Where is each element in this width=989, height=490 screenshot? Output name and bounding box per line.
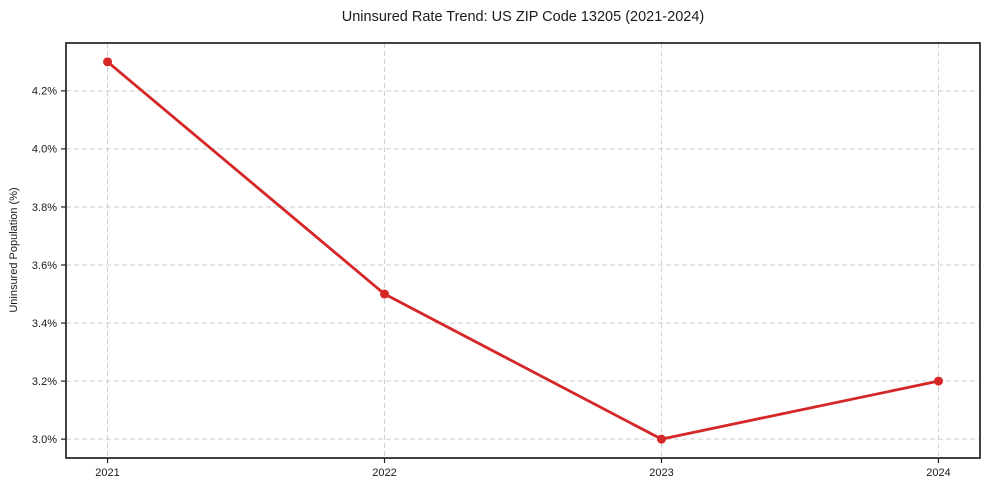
x-tick-label: 2021 <box>95 467 119 479</box>
trend-line <box>106 60 940 441</box>
y-tick-label: 3.2% <box>32 376 57 388</box>
plot-frame <box>65 42 981 459</box>
x-tick-label: 2023 <box>649 467 673 479</box>
chart-title: Uninsured Rate Trend: US ZIP Code 13205 … <box>341 9 705 25</box>
data-point <box>103 57 113 67</box>
y-tick-label: 4.0% <box>32 144 57 156</box>
y-tick-label: 3.8% <box>32 202 57 214</box>
x-tick-label: 2022 <box>372 467 396 479</box>
data-point <box>656 434 666 444</box>
data-point <box>933 376 943 386</box>
y-tick-label: 3.0% <box>32 434 57 446</box>
x-tick-label: 2024 <box>926 467 950 479</box>
y-tick-label: 4.2% <box>32 86 57 98</box>
data-point <box>380 289 390 299</box>
y-tick-label: 3.6% <box>32 260 57 272</box>
y-tick-label: 3.4% <box>32 318 57 330</box>
